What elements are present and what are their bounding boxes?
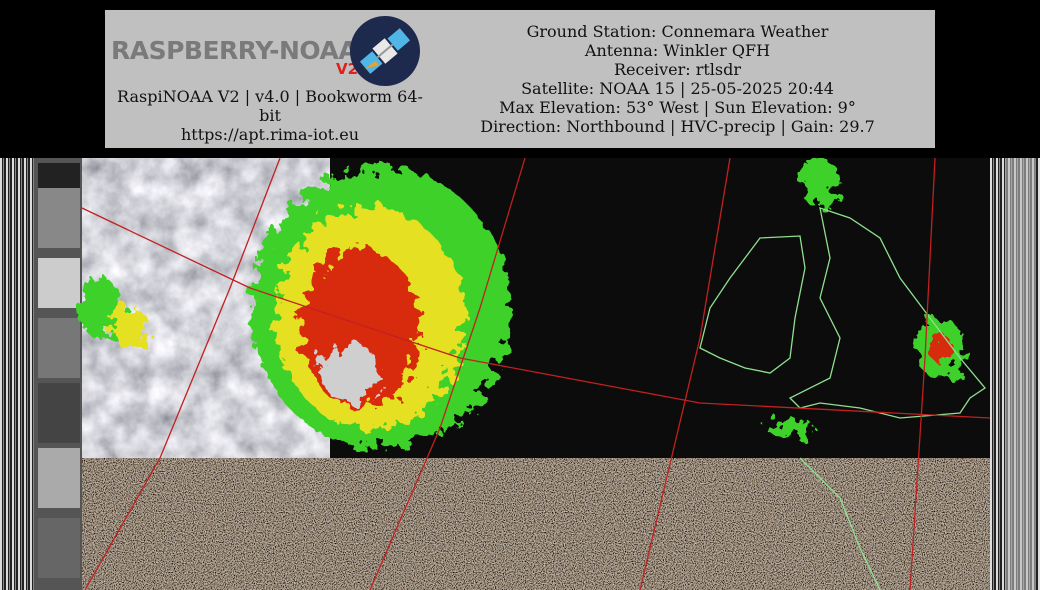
header: RASPBERRY-NOAA V2 RaspiNOAA V2 | v4.0 | … <box>105 10 935 148</box>
pass-info-line: Receiver: rtlsdr <box>614 60 741 79</box>
right-telemetry <box>1005 158 1035 590</box>
sync-strip <box>0 158 34 590</box>
pass-info-line: Satellite: NOAA 15 | 25-05-2025 20:44 <box>521 79 834 98</box>
logo-icon <box>350 16 420 86</box>
info-line: https://apt.rima-iot.eu <box>180 125 359 144</box>
left-info: RaspiNOAA V2 | v4.0 | Bookworm 64-bit htt… <box>110 87 430 144</box>
right-info: Ground Station: Connemara Weather Antenna… <box>465 22 890 136</box>
pass-info-line: Ground Station: Connemara Weather <box>526 22 829 41</box>
telemetry-wedges <box>38 163 80 578</box>
precip <box>78 158 965 448</box>
logo-version: V2 <box>336 60 359 78</box>
satellite-image <box>0 158 1040 590</box>
pass-info-line: Antenna: Winkler QFH <box>584 41 771 60</box>
coastlines <box>699 207 986 590</box>
cloud-mass <box>82 158 330 458</box>
noise-band <box>82 458 990 590</box>
pass-info-line: Direction: Northbound | HVC-precip | Gai… <box>480 117 875 136</box>
info-line: RaspiNOAA V2 | v4.0 | Bookworm 64-bit <box>117 87 423 125</box>
logo-text: RASPBERRY-NOAA <box>111 36 358 65</box>
graticule <box>81 158 991 590</box>
pass-info-line: Max Elevation: 53° West | Sun Elevation:… <box>499 98 856 117</box>
